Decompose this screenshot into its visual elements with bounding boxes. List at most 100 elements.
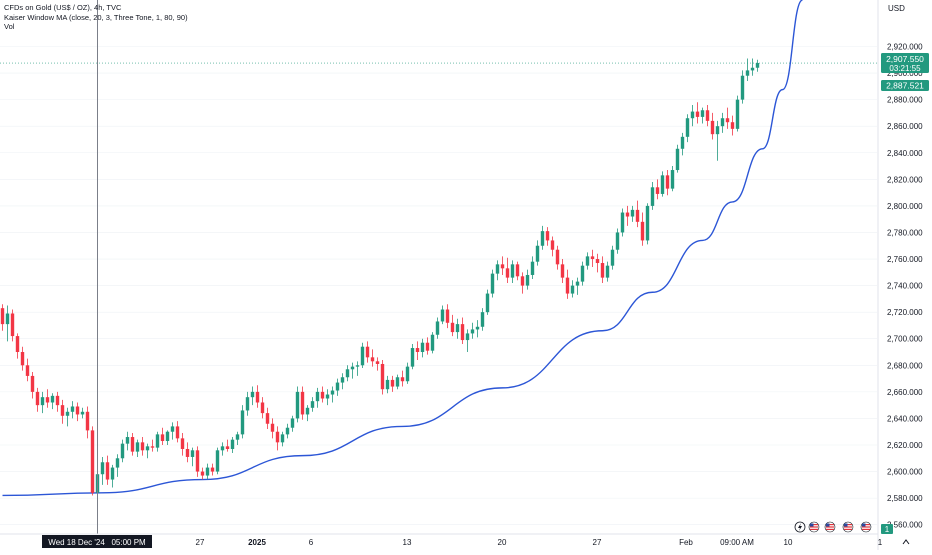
candle: [15, 333, 20, 359]
candle: [455, 318, 460, 339]
candle-body: [650, 187, 655, 206]
indicator-title[interactable]: Kaiser Window MA (close, 20, 3, Three To…: [4, 12, 188, 22]
candle: [730, 115, 735, 136]
candle-body: [70, 406, 75, 412]
candle: [540, 225, 545, 250]
candle-body: [300, 391, 305, 415]
candle-body: [175, 426, 180, 439]
candle: [590, 249, 595, 267]
candle-body: [545, 231, 550, 241]
candle: [475, 320, 480, 338]
candle-body: [465, 333, 470, 341]
candle-body: [235, 434, 240, 440]
candle-body: [275, 431, 280, 443]
candle: [435, 317, 440, 339]
time-axis[interactable]: 27 2025 6 13 20 27 Feb 09:00 AM 10 1 Wed…: [0, 533, 883, 548]
price-tick-label: 2,780.000: [887, 228, 923, 237]
candle: [100, 456, 105, 485]
candle: [65, 407, 70, 427]
candle-body: [600, 263, 605, 278]
us-flag-icon[interactable]: [860, 521, 872, 533]
candle: [30, 371, 35, 399]
candle: [215, 447, 220, 475]
candle-body: [190, 450, 195, 457]
price-tick-label: 2,600.000: [887, 468, 923, 477]
candle-body: [385, 379, 390, 390]
candle: [245, 391, 250, 416]
candle: [575, 277, 580, 295]
candle: [565, 269, 570, 299]
candle: [620, 208, 625, 237]
candle-body: [510, 264, 515, 278]
candle-body: [495, 264, 500, 274]
candle-body: [185, 448, 190, 457]
price-axis[interactable]: USD 2,560.000 2,580.000 2,600.000 2,620.000…: [877, 0, 932, 550]
candle-body: [655, 187, 660, 194]
price-tick-label: 2,700.000: [887, 335, 923, 344]
status-icons[interactable]: [794, 521, 910, 545]
candle-body: [615, 232, 620, 250]
candle-body: [225, 446, 230, 449]
candle: [160, 427, 165, 445]
candle: [290, 415, 295, 432]
candle-body: [200, 471, 205, 476]
price-tick-label: 2,760.000: [887, 255, 923, 264]
candle-body: [470, 329, 475, 334]
candle: [425, 337, 430, 355]
candle-body: [245, 397, 250, 411]
lightning-icon[interactable]: [794, 521, 806, 533]
us-flag-icon[interactable]: [808, 521, 820, 533]
candle-body: [390, 379, 395, 387]
candle: [265, 407, 270, 430]
us-flag-icon[interactable]: [842, 521, 854, 533]
candle: [0, 304, 5, 331]
candle: [180, 433, 185, 456]
candle-body: [20, 352, 25, 366]
grid-lines: [0, 46, 877, 526]
candle-body: [645, 205, 650, 241]
candle: [410, 344, 415, 370]
candle: [315, 387, 320, 408]
time-label-27-jan: 27: [593, 538, 602, 547]
candle: [740, 70, 745, 104]
candle: [385, 375, 390, 394]
us-flag-icon[interactable]: [824, 521, 836, 533]
chart-legend[interactable]: CFDs on Gold (US$ / OZ), 4h, TVC Kaiser …: [4, 3, 188, 32]
candle-body: [130, 437, 135, 452]
volume-title[interactable]: Vol: [4, 22, 15, 31]
candle: [140, 437, 145, 456]
candle: [515, 261, 520, 281]
candle: [415, 341, 420, 360]
candle-body: [205, 467, 210, 476]
candle-body: [5, 313, 10, 325]
candle: [105, 455, 110, 485]
symbol-title[interactable]: CFDs on Gold (US$ / OZ), 4h, TVC: [4, 3, 122, 12]
candle-body: [195, 450, 200, 472]
candle-body: [595, 259, 600, 264]
candle-body: [750, 67, 755, 71]
candle: [310, 397, 315, 412]
price-tick-label: 2,680.000: [887, 361, 923, 370]
price-tick-label: 2,660.000: [887, 388, 923, 397]
settings-chevron-icon[interactable]: [902, 539, 910, 545]
candle: [670, 166, 675, 192]
candle-body: [110, 467, 115, 480]
candle-body: [305, 407, 310, 415]
candle: [45, 389, 50, 408]
time-label-13: 13: [403, 538, 412, 547]
candle-body: [400, 377, 405, 382]
candle-body: [730, 122, 735, 129]
candle: [675, 144, 680, 173]
candle: [650, 181, 655, 210]
candle: [430, 332, 435, 354]
candle: [755, 59, 760, 72]
candle: [150, 439, 155, 452]
candle: [190, 447, 195, 467]
candle-body: [265, 413, 270, 424]
time-label-2025: 2025: [248, 538, 266, 547]
candle-body: [320, 391, 325, 399]
candle: [645, 203, 650, 245]
candle: [60, 399, 65, 424]
